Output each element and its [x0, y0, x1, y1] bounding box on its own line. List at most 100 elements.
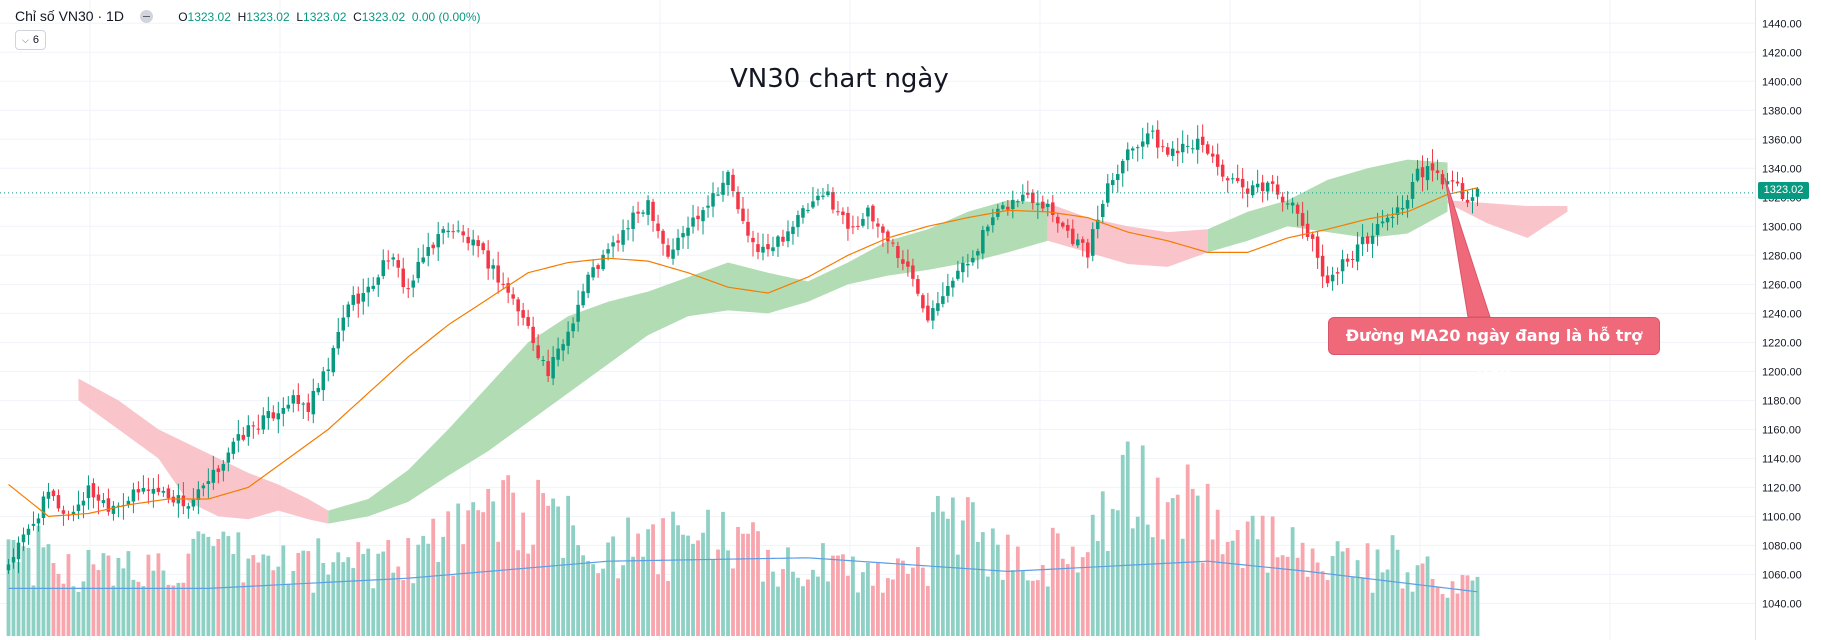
candle-body: [406, 288, 410, 290]
candle-body: [1240, 178, 1245, 188]
candle-body: [531, 326, 535, 344]
candle-body: [696, 215, 700, 220]
volume-bar: [51, 563, 56, 636]
candle-body: [246, 425, 251, 437]
volume-bar: [671, 511, 675, 636]
candle-body: [641, 212, 645, 214]
candle-body: [711, 193, 715, 207]
cloud-segment-green: [328, 200, 1048, 524]
volume-bar: [1110, 508, 1115, 636]
volume-bar: [411, 583, 416, 636]
candle-body: [376, 277, 380, 285]
candle-body: [546, 361, 550, 377]
candle-body: [1430, 163, 1435, 171]
volume-bar: [1185, 464, 1190, 636]
volume-bar: [646, 529, 650, 636]
candle-body: [1255, 183, 1260, 188]
candle-body: [1210, 153, 1215, 157]
candle-body: [141, 488, 146, 492]
candle-body: [731, 174, 735, 192]
volume-bar: [696, 540, 700, 636]
candle-body: [236, 434, 241, 441]
chart-header: Chỉ số VN30 · 1D O1323.02 H1323.02 L1323…: [15, 8, 481, 24]
price-tick-label: 1400.00: [1762, 76, 1802, 88]
candle-body: [186, 506, 191, 509]
volume-bar: [1475, 576, 1480, 636]
volume-bar: [36, 525, 41, 636]
volume-bar: [576, 545, 581, 636]
candle-body: [656, 223, 660, 232]
price-tick-label: 1180.00: [1762, 395, 1801, 407]
volume-bar: [1170, 498, 1175, 636]
volume-bar: [1440, 594, 1445, 636]
collapse-icon[interactable]: [139, 10, 153, 23]
candle-body: [821, 195, 825, 197]
volume-bar: [301, 550, 306, 636]
volume-bar: [776, 586, 780, 636]
symbol-label[interactable]: Chỉ số VN30 · 1D: [15, 8, 124, 24]
volume-bar: [766, 549, 770, 636]
volume-bar: [791, 571, 795, 636]
volume-bar: [81, 581, 86, 636]
candle-body: [361, 293, 366, 302]
candle-body: [1031, 192, 1035, 203]
volume-bar: [416, 544, 421, 636]
candle-body: [571, 323, 575, 332]
volume-bar: [476, 510, 481, 636]
candle-body: [101, 500, 106, 504]
volume-bar: [1095, 541, 1100, 636]
candle-body: [671, 249, 675, 259]
candle-body: [536, 345, 540, 359]
volume-bar: [980, 532, 985, 636]
candle-body: [976, 251, 980, 256]
candle-body: [936, 303, 940, 311]
volume-bar: [116, 557, 121, 636]
candle-body: [461, 231, 465, 236]
candle-body: [881, 226, 885, 233]
price-axis[interactable]: 1440.00 1420.00 1400.00 1380.00 1360.00 1340.…: [1762, 18, 1802, 610]
indicators-toggle-button[interactable]: ⌵ 6: [15, 30, 46, 50]
candle-body: [561, 344, 565, 351]
volume-bar: [1115, 510, 1120, 636]
volume-bar: [156, 553, 161, 636]
open-value: 1323.02: [187, 10, 231, 24]
candle-body: [961, 262, 965, 273]
volume-bar: [281, 545, 286, 636]
candle-body: [1345, 258, 1350, 262]
volume-bar: [1230, 540, 1235, 636]
volume-bar: [596, 573, 600, 636]
volume-bar: [1040, 564, 1045, 636]
volume-bar: [31, 585, 36, 636]
candle-body: [381, 260, 385, 277]
candle-body: [311, 390, 316, 415]
annotation-callout[interactable]: Đường MA20 ngày đang là hỗ trợ gần: [1328, 317, 1660, 381]
candle-body: [131, 489, 136, 502]
candle-body: [471, 239, 475, 246]
candle-body: [1101, 203, 1105, 218]
volume-bar: [900, 560, 905, 636]
volume-bar: [741, 533, 745, 636]
volume-bar: [121, 568, 126, 636]
candle-body: [1235, 177, 1240, 182]
candle-body: [841, 211, 845, 216]
volume-bar: [186, 553, 191, 636]
volume-bar: [26, 547, 31, 636]
volume-bar: [1210, 539, 1215, 636]
candle-body: [1086, 242, 1090, 258]
candle-body: [621, 230, 625, 245]
volume-bar: [431, 518, 436, 636]
volume-bar: [486, 488, 491, 636]
volume-bar: [1055, 533, 1060, 636]
volume-bar: [940, 511, 945, 636]
volume-bar: [21, 546, 26, 636]
candle-body: [281, 407, 286, 414]
candle-body: [736, 191, 740, 210]
volume-bar: [1375, 549, 1380, 636]
volume-bar: [1245, 521, 1250, 636]
candle-body: [606, 249, 610, 254]
candle-body: [1006, 206, 1010, 210]
volume-bar: [621, 565, 625, 636]
volume-bar: [1340, 551, 1345, 636]
candle-body: [251, 425, 256, 427]
